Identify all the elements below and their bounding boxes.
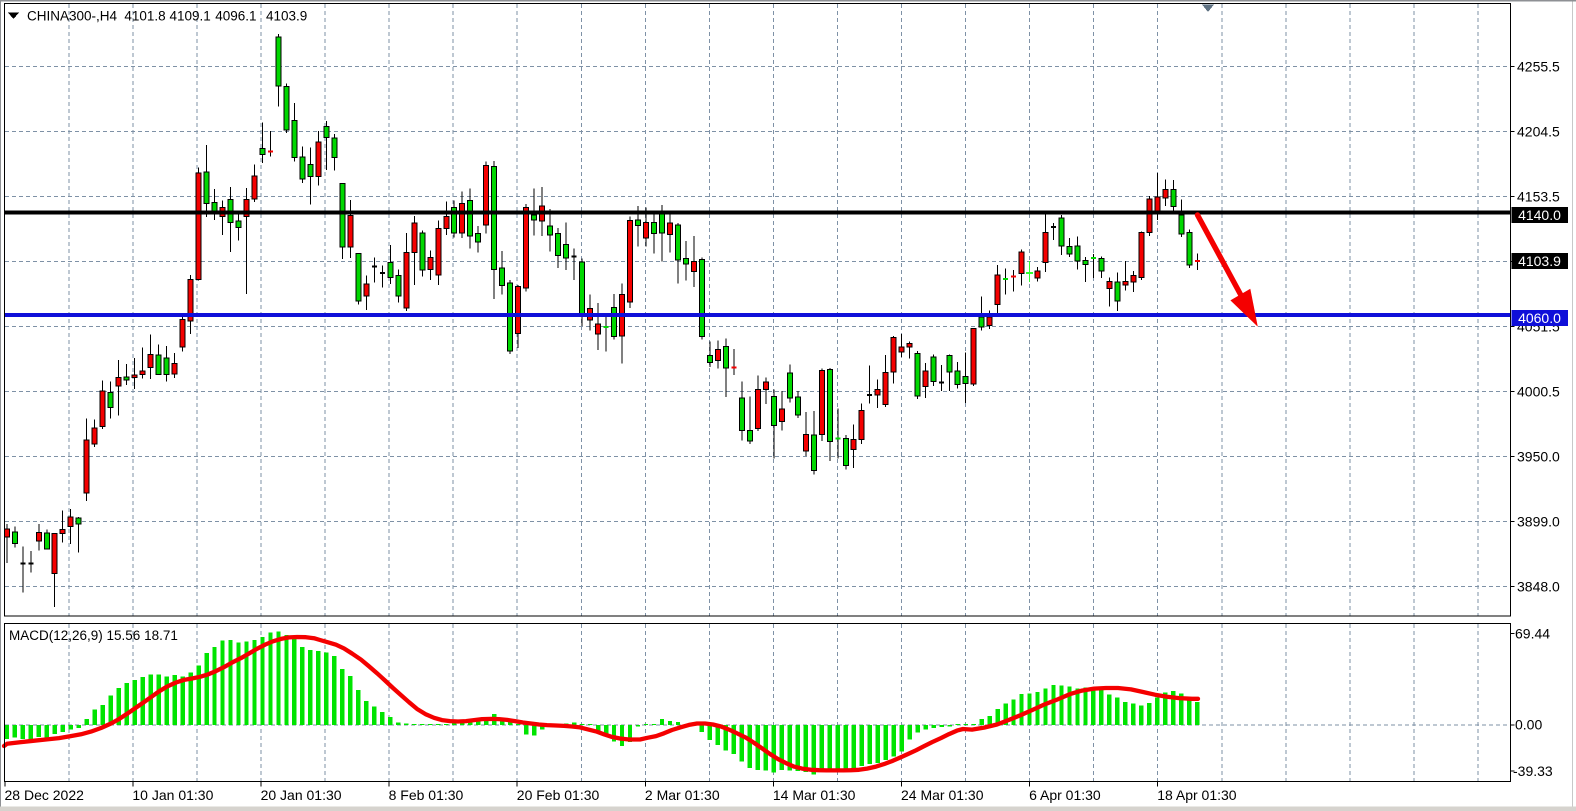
svg-text:20 Feb 01:30: 20 Feb 01:30 <box>517 787 600 803</box>
svg-text:2 Mar 01:30: 2 Mar 01:30 <box>645 787 720 803</box>
svg-text:4103.9: 4103.9 <box>1518 253 1561 269</box>
svg-text:4060.0: 4060.0 <box>1518 310 1561 326</box>
svg-text:3848.0: 3848.0 <box>1517 578 1560 594</box>
svg-text:8 Feb 01:30: 8 Feb 01:30 <box>389 787 464 803</box>
svg-text:4101.8: 4101.8 <box>124 9 165 24</box>
svg-text:4000.5: 4000.5 <box>1517 383 1560 399</box>
svg-text:69.44: 69.44 <box>1515 626 1550 642</box>
svg-text:4255.5: 4255.5 <box>1517 59 1560 75</box>
svg-text:4109.1: 4109.1 <box>170 9 211 24</box>
svg-text:MACD(12,26,9) 15.56 18.71: MACD(12,26,9) 15.56 18.71 <box>9 628 178 643</box>
svg-text:24 Mar 01:30: 24 Mar 01:30 <box>901 787 984 803</box>
svg-text:-39.33: -39.33 <box>1513 763 1553 779</box>
svg-text:10 Jan 01:30: 10 Jan 01:30 <box>132 787 213 803</box>
svg-text:CHINA300-,H4: CHINA300-,H4 <box>27 9 118 24</box>
svg-text:4140.0: 4140.0 <box>1518 207 1561 223</box>
svg-text:4153.5: 4153.5 <box>1517 189 1560 205</box>
svg-text:28 Dec 2022: 28 Dec 2022 <box>5 787 85 803</box>
svg-text:4096.1: 4096.1 <box>215 9 256 24</box>
svg-text:3899.0: 3899.0 <box>1517 513 1560 529</box>
svg-text:14 Mar 01:30: 14 Mar 01:30 <box>773 787 856 803</box>
svg-text:4204.5: 4204.5 <box>1517 124 1560 140</box>
svg-text:4103.9: 4103.9 <box>266 9 307 24</box>
svg-text:0.00: 0.00 <box>1515 717 1542 733</box>
svg-text:3950.0: 3950.0 <box>1517 448 1560 464</box>
svg-text:6 Apr 01:30: 6 Apr 01:30 <box>1029 787 1101 803</box>
svg-text:20 Jan 01:30: 20 Jan 01:30 <box>261 787 342 803</box>
svg-text:18 Apr 01:30: 18 Apr 01:30 <box>1157 787 1237 803</box>
